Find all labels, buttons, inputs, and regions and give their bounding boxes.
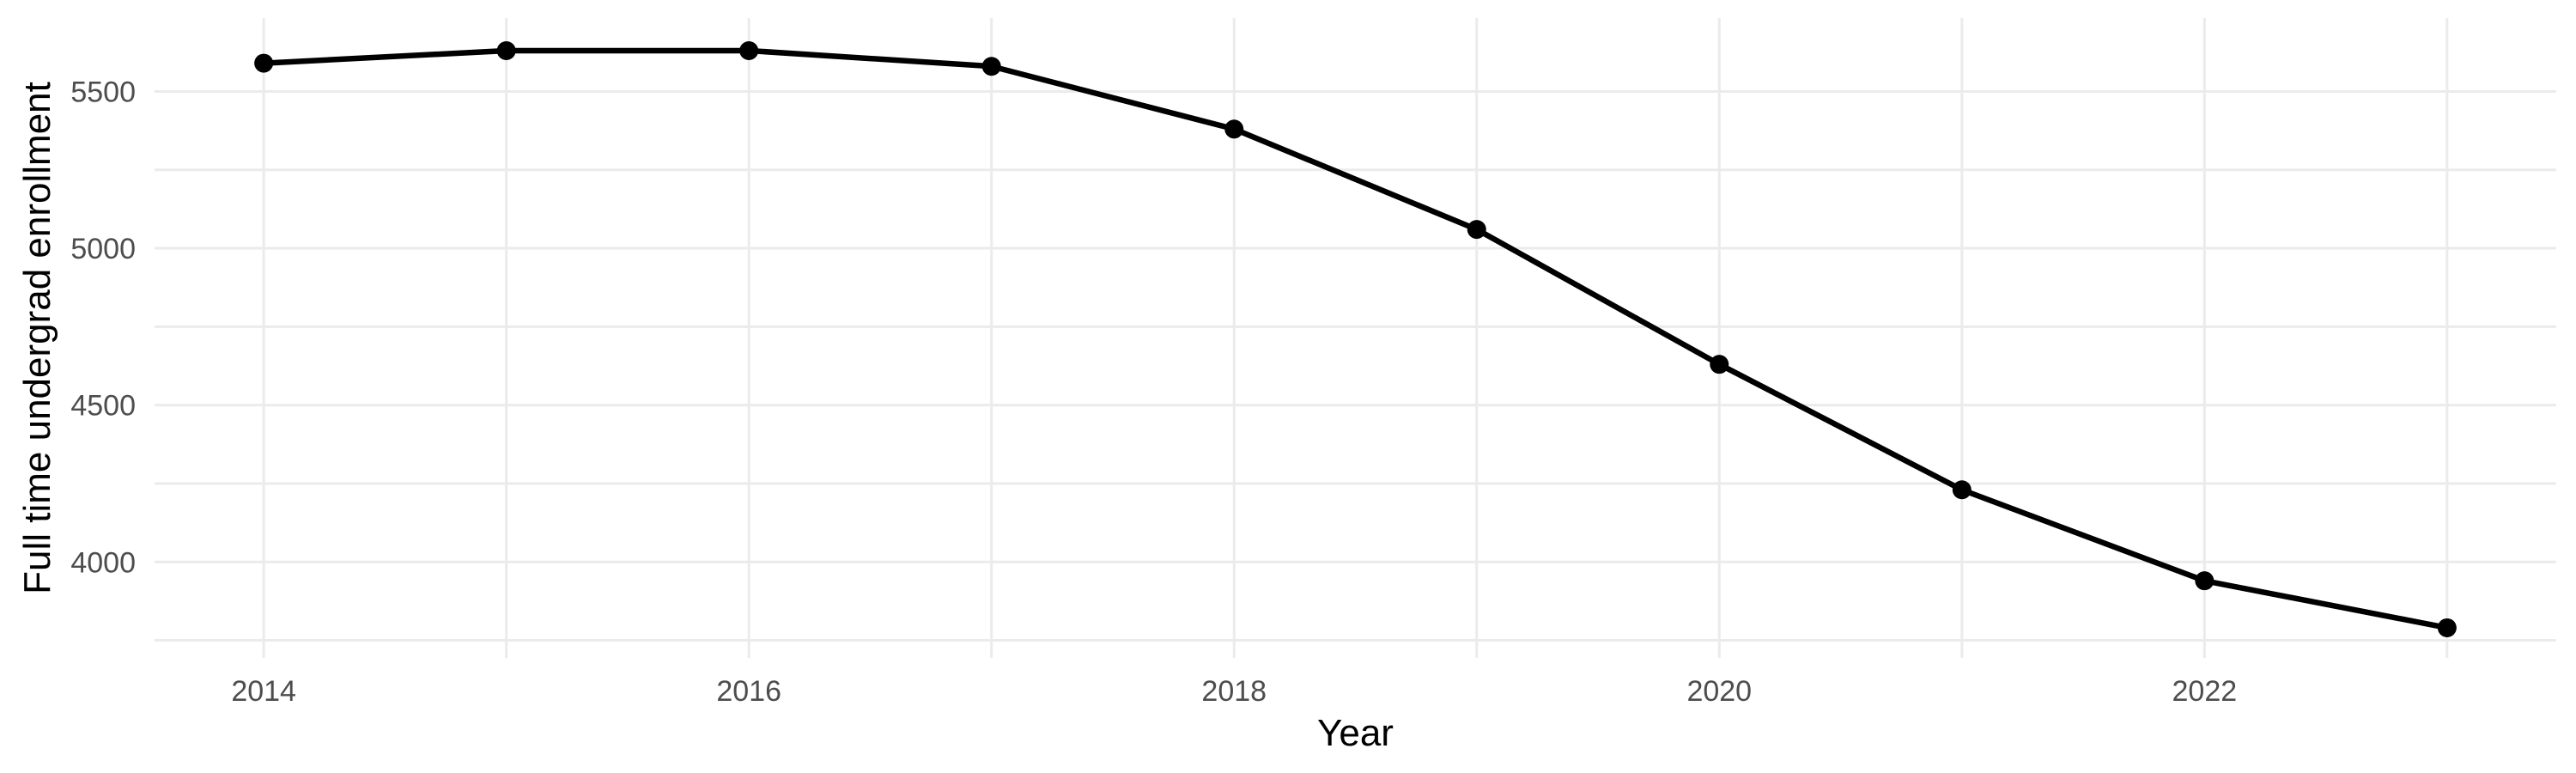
y-axis-title: Full time undergrad enrollment	[16, 82, 58, 594]
data-point-2014	[254, 53, 274, 73]
y-tick-label-4000: 4000	[70, 546, 136, 579]
data-point-2022	[2195, 571, 2215, 591]
data-point-2023	[2437, 618, 2457, 637]
x-tick-label-2022: 2022	[2172, 675, 2238, 708]
x-axis-title: Year	[1317, 712, 1394, 754]
y-tick-label-5500: 5500	[70, 76, 136, 108]
x-tick-label-2020: 2020	[1686, 675, 1752, 708]
y-tick-label-4500: 4500	[70, 390, 136, 423]
y-tick-label-5000: 5000	[70, 233, 136, 265]
tick-labels-group: 4000 4500 5000 5500 2014 2016 2018 2020 2022	[70, 76, 2237, 708]
data-point-2020	[1710, 355, 1729, 374]
data-point-2021	[1952, 480, 1971, 500]
x-tick-label-2018: 2018	[1201, 675, 1267, 708]
data-point-2015	[496, 40, 516, 60]
x-tick-label-2016: 2016	[716, 675, 781, 708]
data-point-2018	[1224, 119, 1244, 139]
data-series-group	[254, 40, 2457, 637]
data-point-2019	[1467, 220, 1486, 240]
data-point-2017	[981, 57, 1001, 76]
enrollment-line	[260, 47, 2451, 631]
gridlines-group	[155, 18, 2556, 658]
data-point-2016	[739, 40, 759, 60]
x-tick-label-2014: 2014	[231, 675, 296, 708]
